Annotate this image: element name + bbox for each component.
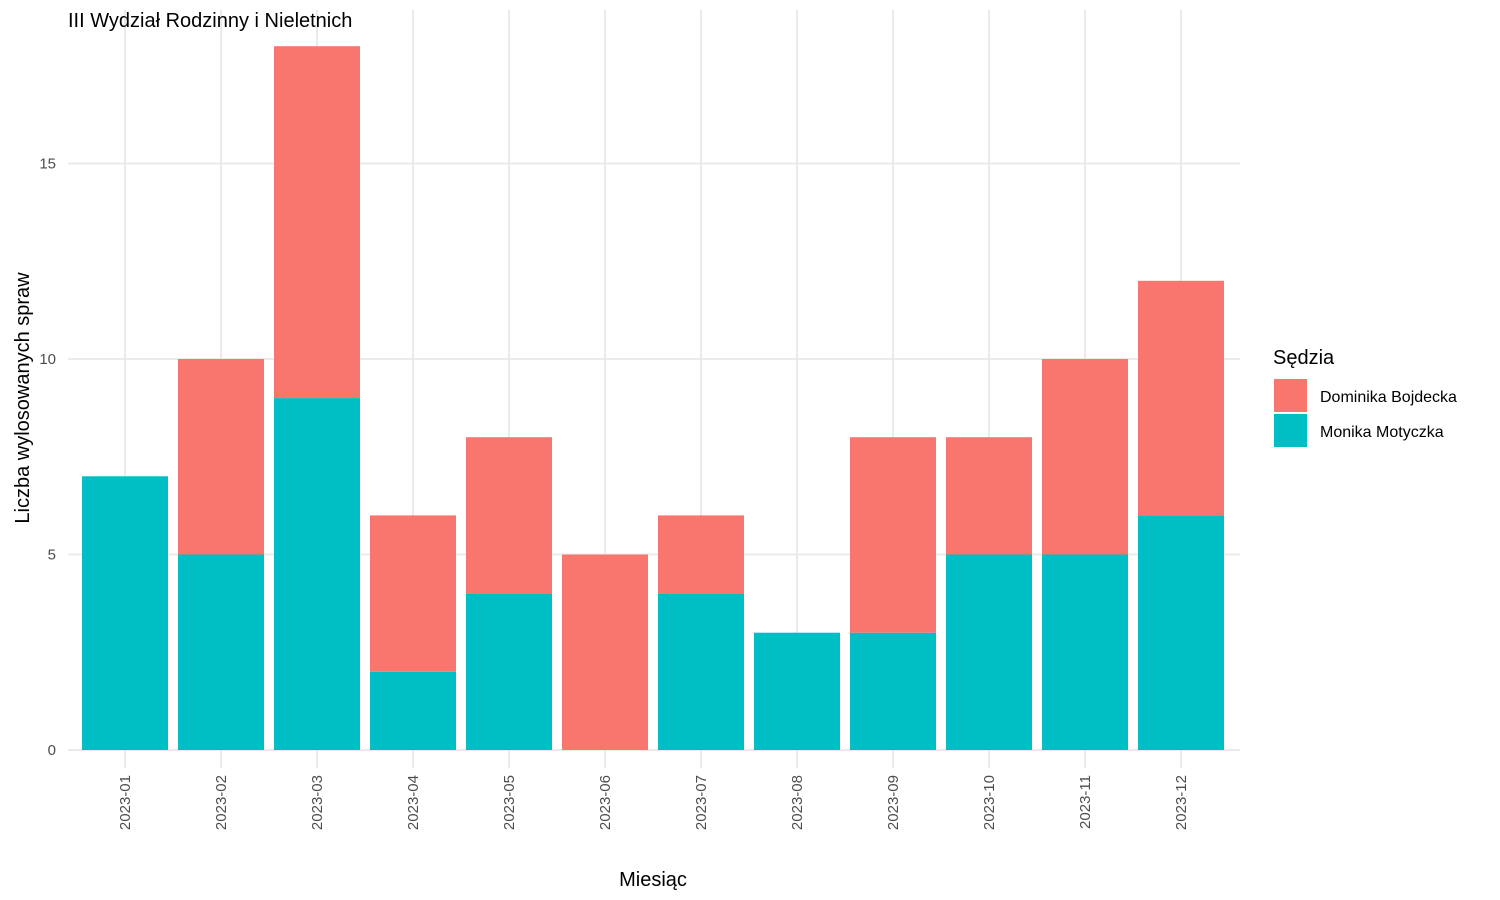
bar-segment-dominika-bojdecka-2023-02 (178, 359, 264, 555)
bar-segment-monika-motyczka-2023-05 (466, 593, 552, 750)
bar-segment-dominika-bojdecka-2023-05 (466, 437, 552, 594)
legend-key-dominika-bojdecka (1274, 379, 1307, 412)
x-axis-title: Miesiąc (619, 869, 687, 891)
x-tick-label: 2023-07 (693, 775, 710, 830)
x-tick-label: 2023-01 (117, 775, 134, 830)
legend-title: Sędzia (1273, 347, 1335, 369)
legend-label: Monika Motyczka (1320, 424, 1444, 441)
x-tick-label: 2023-06 (597, 775, 614, 830)
bar-segment-monika-motyczka-2023-01 (82, 476, 168, 750)
bar-segment-monika-motyczka-2023-11 (1042, 554, 1128, 750)
bar-segment-monika-motyczka-2023-08 (754, 632, 840, 750)
bar-segment-monika-motyczka-2023-10 (946, 554, 1032, 750)
bar-segment-dominika-bojdecka-2023-11 (1042, 359, 1128, 555)
bar-segment-monika-motyczka-2023-12 (1138, 515, 1224, 750)
y-tick-label: 15 (39, 156, 56, 173)
bar-segment-monika-motyczka-2023-03 (274, 398, 360, 750)
legend-label: Dominika Bojdecka (1320, 389, 1457, 406)
x-tick-label: 2023-04 (405, 775, 422, 830)
bar-segment-dominika-bojdecka-2023-07 (658, 515, 744, 594)
bar-segment-monika-motyczka-2023-07 (658, 593, 744, 750)
x-tick-label: 2023-02 (213, 775, 230, 830)
x-axis-ticks: 2023-01 2023-02 2023-03 2023-04 2023-05 2023-… (117, 775, 1190, 830)
x-tick-label: 2023-12 (1173, 775, 1190, 830)
bar-segment-monika-motyczka-2023-04 (370, 671, 456, 750)
bar-segment-dominika-bojdecka-2023-10 (946, 437, 1032, 555)
bar-segment-dominika-bojdecka-2023-09 (850, 437, 936, 633)
y-tick-label: 5 (48, 547, 56, 564)
y-axis-title: Liczba wylosowanych spraw (12, 272, 34, 524)
bar-segment-dominika-bojdecka-2023-12 (1138, 280, 1224, 516)
y-tick-label: 0 (48, 742, 56, 759)
x-tick-label: 2023-09 (885, 775, 902, 830)
bar-segment-dominika-bojdecka-2023-03 (274, 46, 360, 399)
legend-key-monika-motyczka (1274, 414, 1307, 447)
chart-title: III Wydział Rodzinny i Nieletnich (68, 10, 352, 32)
legend: Sędzia Dominika Bojdecka Monika Motyczka (1273, 347, 1457, 447)
bar-segment-monika-motyczka-2023-09 (850, 632, 936, 750)
bar-segment-dominika-bojdecka-2023-06 (562, 554, 648, 750)
bar-segment-dominika-bojdecka-2023-04 (370, 515, 456, 672)
x-tick-label: 2023-08 (789, 775, 806, 830)
x-tick-label: 2023-03 (309, 775, 326, 830)
bars (82, 46, 1224, 750)
y-axis-ticks: 0 5 10 15 (39, 156, 56, 760)
x-tick-label: 2023-05 (501, 775, 518, 830)
x-tick-label: 2023-10 (981, 775, 998, 830)
y-tick-label: 10 (39, 351, 56, 368)
bar-segment-monika-motyczka-2023-02 (178, 554, 264, 750)
x-tick-label: 2023-11 (1077, 775, 1094, 829)
